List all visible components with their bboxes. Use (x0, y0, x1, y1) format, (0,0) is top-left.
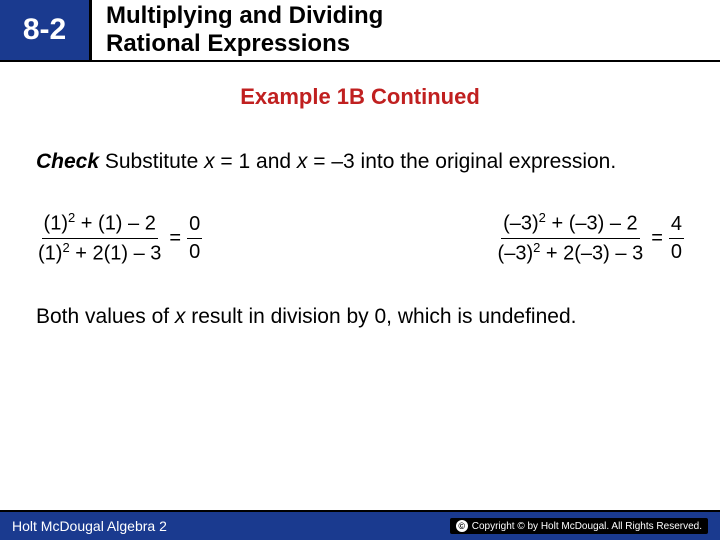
footer-textbook: Holt McDougal Algebra 2 (12, 518, 167, 534)
slide-footer: Holt McDougal Algebra 2 © Copyright © by… (0, 510, 720, 540)
eq2-den-base: (–3) (498, 243, 534, 265)
slide-content: Check Substitute x = 1 and x = –3 into t… (0, 148, 720, 331)
eq1-lhs-fraction: (1)2 + (1) – 2 (1)2 + 2(1) – 3 (36, 210, 163, 266)
equations-row: (1)2 + (1) – 2 (1)2 + 2(1) – 3 = 0 0 (–3… (36, 210, 684, 266)
check-text-2: = 1 and (215, 150, 297, 173)
check-text-3: = –3 into the original expression. (307, 150, 616, 173)
conclusion-text: Both values of x result in division by 0… (36, 303, 684, 331)
copyright-badge: © Copyright © by Holt McDougal. All Righ… (450, 518, 708, 534)
conclusion-t2: result in division by 0, which is undefi… (185, 305, 576, 328)
eq1-denominator: (1)2 + 2(1) – 3 (36, 239, 163, 267)
title-line-2: Rational Expressions (106, 30, 383, 58)
eq2-numerator: (–3)2 + (–3) – 2 (501, 210, 640, 239)
eq1-den-exp: 2 (62, 240, 69, 255)
eq2-result-num: 4 (669, 212, 684, 239)
section-number-badge: 8-2 (0, 0, 92, 60)
copyright-text: Copyright © by Holt McDougal. All Rights… (472, 521, 702, 532)
eq1-num-rest: + (1) – 2 (75, 213, 156, 235)
eq2-num-exp: 2 (539, 210, 546, 225)
eq2-equals: = (651, 227, 663, 250)
eq1-result-num: 0 (187, 212, 202, 239)
check-instruction: Check Substitute x = 1 and x = –3 into t… (36, 148, 684, 176)
eq1-den-base: (1) (38, 243, 62, 265)
eq2-num-base: (–3) (503, 213, 539, 235)
eq1-rhs-fraction: 0 0 (187, 212, 202, 265)
lesson-title: Multiplying and Dividing Rational Expres… (92, 2, 383, 57)
eq1-equals: = (169, 227, 181, 250)
check-label: Check (36, 150, 99, 173)
eq1-num-base: (1) (44, 213, 68, 235)
equation-1: (1)2 + (1) – 2 (1)2 + 2(1) – 3 = 0 0 (36, 210, 202, 266)
check-var-2: x (297, 150, 308, 173)
eq2-denominator: (–3)2 + 2(–3) – 3 (496, 239, 646, 267)
copyright-icon: © (456, 520, 468, 532)
equation-2: (–3)2 + (–3) – 2 (–3)2 + 2(–3) – 3 = 4 0 (496, 210, 684, 266)
eq2-den-rest: + 2(–3) – 3 (540, 243, 643, 265)
conclusion-t1: Both values of (36, 305, 175, 328)
eq1-result-den: 0 (187, 239, 202, 265)
example-heading: Example 1B Continued (0, 84, 720, 110)
check-text-1: Substitute (99, 150, 204, 173)
title-line-1: Multiplying and Dividing (106, 2, 383, 30)
eq2-rhs-fraction: 4 0 (669, 212, 684, 265)
eq2-lhs-fraction: (–3)2 + (–3) – 2 (–3)2 + 2(–3) – 3 (496, 210, 646, 266)
slide-header: 8-2 Multiplying and Dividing Rational Ex… (0, 0, 720, 62)
eq1-numerator: (1)2 + (1) – 2 (42, 210, 158, 239)
eq1-den-rest: + 2(1) – 3 (70, 243, 162, 265)
eq2-num-rest: + (–3) – 2 (546, 213, 638, 235)
check-var-1: x (204, 150, 215, 173)
conclusion-var: x (175, 305, 186, 328)
eq2-result-den: 0 (669, 239, 684, 265)
